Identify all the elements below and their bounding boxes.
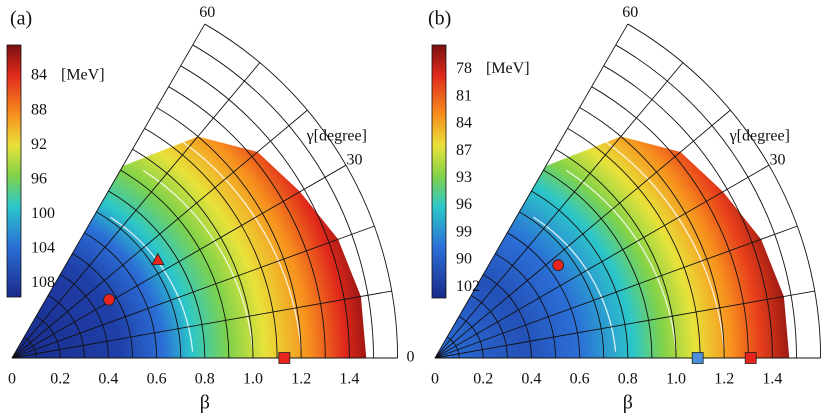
colorbar-tick-label: 96	[456, 196, 472, 213]
x-axis-label: β	[200, 392, 210, 414]
x-tick-label: 1.0	[243, 371, 263, 388]
marker-circle	[552, 259, 565, 272]
panel-label: (b)	[428, 8, 451, 30]
gamma-tick-label: 30	[347, 151, 363, 168]
x-tick-label: 0	[431, 371, 439, 388]
colorbar-tick-label: 104	[31, 239, 55, 256]
contour-line	[592, 132, 725, 348]
angle-label: γ[degree]	[306, 127, 367, 144]
marker-circle	[103, 293, 115, 306]
x-tick-label: 0.2	[50, 371, 70, 388]
colorbar-tick-label: 78	[456, 60, 472, 77]
x-tick-label: 0.4	[521, 371, 541, 388]
x-tick-label: 0.6	[147, 371, 167, 388]
grid-radial	[11, 290, 392, 359]
colorbar-tick-label: 108	[31, 274, 55, 291]
colorbar-tick-label: 81	[456, 87, 472, 104]
grid-radial	[11, 225, 375, 359]
grid-radial	[11, 164, 347, 359]
gamma-tick-label: 60	[622, 4, 638, 21]
contour-line	[565, 169, 677, 350]
x-tick-label: 1.2	[714, 371, 734, 388]
colorbar-tick-label: 84	[31, 67, 47, 84]
colorbar-tick-label: 93	[456, 169, 472, 186]
colorbar-tick-label: 100	[31, 205, 55, 222]
x-tick-label: 1.2	[291, 371, 311, 388]
x-tick-label: 0.2	[473, 371, 493, 388]
x-tick-label: 0.8	[618, 371, 638, 388]
contour-line	[110, 216, 194, 352]
colorbar-tick-label: 90	[456, 251, 472, 268]
colorbar-tick-label: 84	[456, 115, 472, 132]
colorbar-tick-label: 96	[31, 170, 47, 187]
grid-radial	[434, 225, 798, 359]
grid-radial	[11, 109, 308, 359]
x-tick-label: 1.4	[762, 371, 782, 388]
x-tick-label: 0.8	[195, 371, 215, 388]
gamma-tick-label: 60	[199, 4, 215, 21]
x-tick-label: 0	[8, 371, 16, 388]
grid-radial	[434, 23, 629, 359]
marker-square	[278, 352, 291, 364]
grid-radial	[11, 62, 261, 359]
angle-label: γ[degree]	[729, 127, 790, 144]
marker-square	[691, 352, 704, 364]
grid-radial	[434, 62, 684, 359]
colorbar-tick-label: 88	[31, 101, 47, 118]
grid-radial	[434, 290, 815, 359]
x-tick-label: 0.4	[98, 371, 118, 388]
colorbar-tick-label: 99	[456, 223, 472, 240]
contour-line	[533, 216, 617, 352]
grid-radial	[11, 23, 206, 359]
x-tick-label: 0.6	[570, 371, 590, 388]
gamma-tick-label: 30	[770, 151, 786, 168]
colorbar-unit: [MeV]	[486, 60, 530, 77]
marker-square	[744, 352, 757, 364]
grid-radial	[434, 164, 770, 359]
colorbar-unit: [MeV]	[61, 67, 105, 84]
x-tick-label: 1.4	[339, 371, 359, 388]
colorbar-tick-label: 102	[456, 278, 480, 295]
colorbar-tick-label: 92	[31, 136, 47, 153]
colorbar	[6, 44, 22, 298]
x-tick-label: 1.0	[666, 371, 686, 388]
x-axis-label: β	[623, 392, 633, 414]
contour-line	[169, 132, 302, 348]
gamma-tick-label: 0	[406, 349, 414, 366]
panel-label: (a)	[10, 8, 32, 30]
colorbar	[431, 44, 447, 299]
grid-radial	[434, 109, 731, 359]
energy-surface	[435, 136, 790, 358]
energy-surface	[12, 136, 367, 358]
marker-triangle	[151, 252, 165, 266]
colorbar-tick-label: 87	[456, 142, 472, 159]
contour-line	[142, 169, 254, 350]
